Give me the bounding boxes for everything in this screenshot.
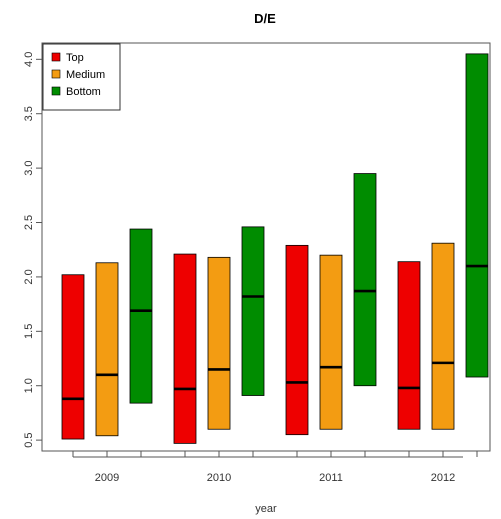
box-medium — [95, 262, 119, 437]
box-bottom — [129, 228, 153, 404]
box-top — [173, 253, 197, 444]
x-tick-label: 2012 — [431, 472, 455, 484]
legend-swatch — [51, 52, 61, 62]
x-tick-label: 2010 — [207, 472, 231, 484]
legend-label: Top — [66, 52, 84, 64]
box-top — [285, 244, 309, 436]
box-bottom — [241, 226, 265, 396]
y-tick-label: 4.0 — [23, 52, 35, 67]
y-tick-label: 3.0 — [23, 160, 35, 175]
y-tick-label: 2.5 — [23, 215, 35, 230]
y-tick-label: 3.5 — [23, 106, 35, 121]
x-axis-title: year — [255, 503, 277, 515]
legend: Top Medium Bottom — [42, 43, 121, 111]
x-tick-label: 2009 — [95, 472, 119, 484]
x-tick-label: 2011 — [319, 472, 343, 484]
box-medium — [207, 256, 231, 430]
legend-swatch — [51, 69, 61, 79]
box-bottom — [465, 53, 489, 378]
x-axis: 2009 2010 2011 2012 — [72, 451, 478, 484]
box-group — [61, 53, 489, 444]
y-axis: 0.5 1.0 1.5 2.0 2.5 3.0 3.5 4.0 — [23, 52, 42, 448]
box-medium — [319, 254, 343, 430]
y-tick-label: 1.0 — [23, 378, 35, 393]
plot-frame — [41, 42, 491, 452]
legend-label: Bottom — [66, 86, 101, 98]
box-top — [61, 274, 85, 440]
box-top — [397, 261, 421, 430]
box-medium — [431, 242, 455, 430]
chart-title: D/E — [254, 11, 276, 26]
legend-swatch — [51, 86, 61, 96]
legend-label: Medium — [66, 69, 105, 81]
y-tick-label: 0.5 — [23, 432, 35, 447]
y-tick-label: 2.0 — [23, 269, 35, 284]
y-tick-label: 1.5 — [23, 324, 35, 339]
box-bottom — [353, 173, 377, 387]
